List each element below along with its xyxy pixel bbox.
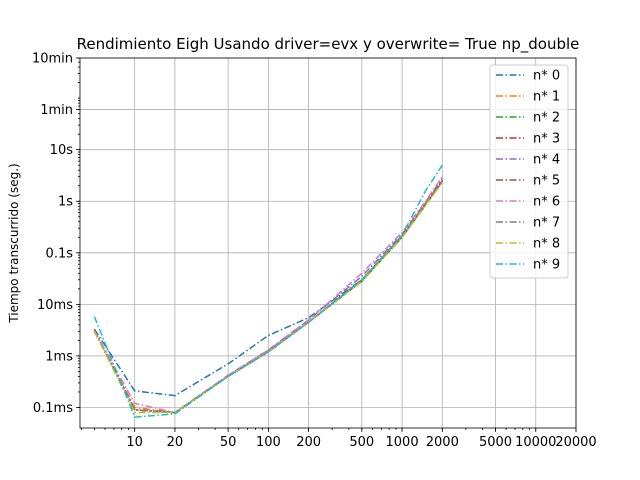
x-tick-label: 5000 bbox=[479, 435, 512, 450]
series-line-0 bbox=[93, 180, 443, 397]
legend-label: n* 6 bbox=[533, 195, 560, 210]
plot-frame bbox=[79, 57, 577, 429]
legend-label: n* 8 bbox=[533, 237, 560, 252]
x-tick-label: 10 bbox=[126, 435, 143, 450]
x-tick-label: 20 bbox=[167, 435, 184, 450]
x-tick-label: 1000 bbox=[386, 435, 419, 450]
y-tick-label: 10ms bbox=[37, 298, 73, 313]
y-tick-label: 1ms bbox=[45, 349, 73, 364]
legend: n* 0 n* 1 n* 2 n* 3 n* 4 n* 5 n* 6 n* 7 n* 8 n* 9 bbox=[489, 64, 569, 279]
y-tick-label: 1min bbox=[40, 103, 73, 118]
x-tick-label: 20000 bbox=[555, 435, 596, 450]
legend-label: n* 4 bbox=[533, 153, 560, 168]
legend-label: n* 9 bbox=[533, 258, 560, 273]
y-tick-label: 1s bbox=[58, 195, 73, 210]
series-line-6 bbox=[93, 176, 443, 414]
legend-label: n* 2 bbox=[533, 111, 560, 126]
legend-label: n* 5 bbox=[533, 174, 560, 189]
x-tick-label: 200 bbox=[296, 435, 321, 450]
y-tick-label: 0.1s bbox=[46, 246, 74, 261]
legend-label: n* 7 bbox=[533, 216, 560, 231]
y-tick-label: 10min bbox=[32, 52, 73, 67]
legend-box bbox=[489, 64, 569, 279]
series-line-9 bbox=[93, 164, 443, 418]
legend-label: n* 3 bbox=[533, 132, 560, 147]
x-tick-label: 500 bbox=[349, 435, 374, 450]
y-axis-label: Tiempo transcurrido (seg.) bbox=[7, 163, 21, 323]
chart-title: Rendimiento Eigh Usando driver=evx y ove… bbox=[77, 35, 580, 54]
y-tick-label: 10s bbox=[50, 143, 74, 158]
y-tick-label: 0.1ms bbox=[33, 401, 73, 416]
x-tick-label: 2000 bbox=[426, 435, 459, 450]
x-tick-label: 50 bbox=[220, 435, 237, 450]
series-line-7 bbox=[93, 179, 443, 414]
x-tick-label: 100 bbox=[256, 435, 281, 450]
x-tick-label: 10000 bbox=[515, 435, 556, 450]
series-lines bbox=[93, 164, 443, 418]
legend-label: n* 1 bbox=[533, 90, 560, 105]
legend-label: n* 0 bbox=[533, 69, 560, 84]
